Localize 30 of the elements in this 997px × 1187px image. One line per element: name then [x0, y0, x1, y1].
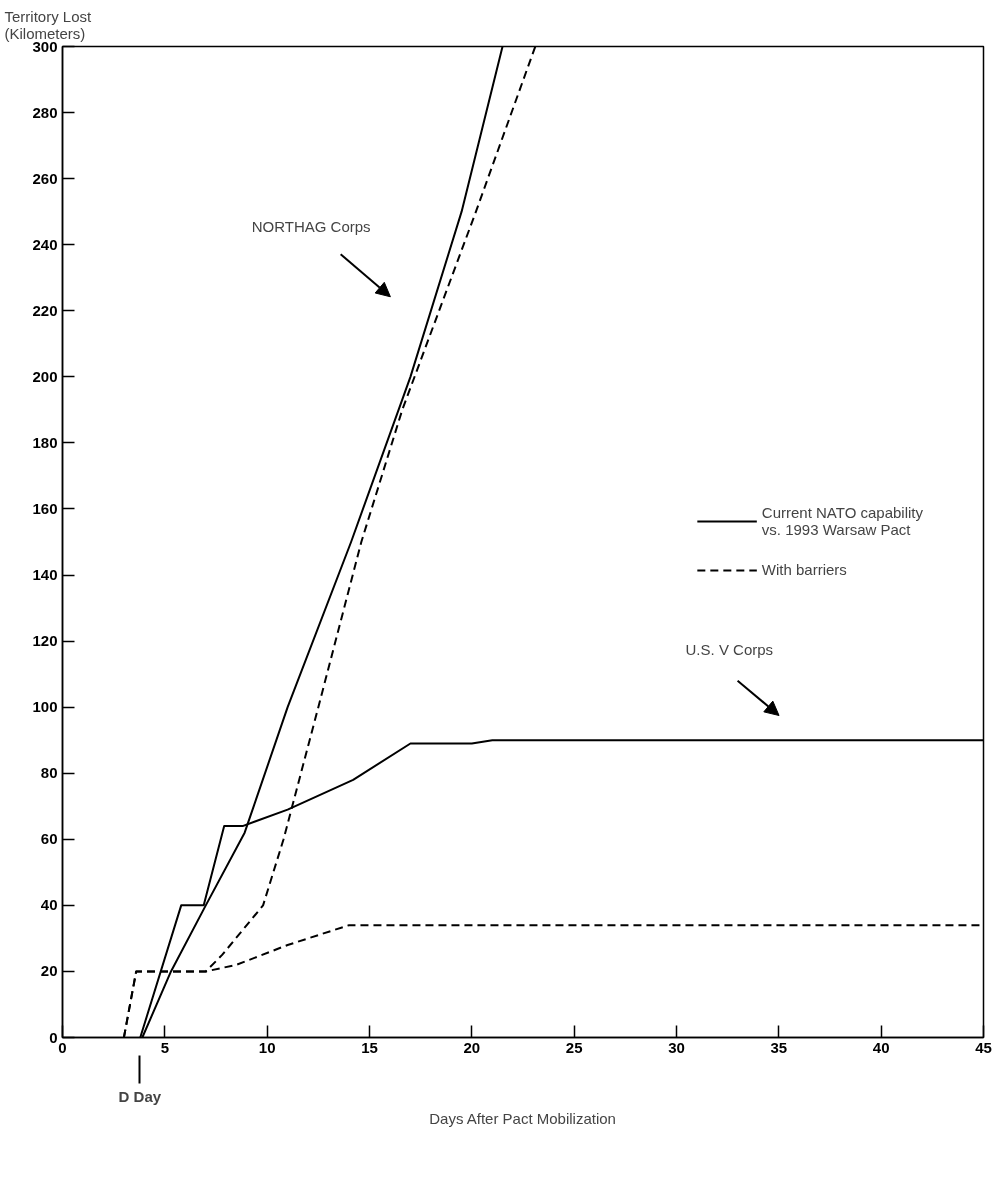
- y-tick-label: 180: [32, 433, 58, 451]
- y-tick-label: 220: [32, 301, 58, 319]
- y-tick-label: 280: [32, 103, 58, 121]
- annotation: NORTHAG Corps: [251, 217, 371, 235]
- x-tick-label: 35: [770, 1038, 788, 1056]
- legend-label: Current NATO capability vs. 1993 Warsaw Pact: [761, 503, 923, 538]
- y-tick-label: 140: [32, 566, 58, 584]
- text: D Day: [118, 1087, 162, 1105]
- x-axis-title: Days After Pact Mobilization: [429, 1109, 616, 1127]
- x-tick-label: 45: [975, 1038, 992, 1056]
- x-tick-label: 15: [361, 1038, 378, 1056]
- y-tick-label: 100: [32, 698, 58, 716]
- y-tick-label: 80: [40, 764, 58, 782]
- y-tick-label: 240: [32, 235, 58, 253]
- x-tick-label: 40: [872, 1038, 890, 1056]
- y-tick-label: 40: [40, 896, 58, 914]
- y-tick-label: 200: [32, 367, 58, 385]
- x-tick-label: 20: [463, 1038, 481, 1056]
- legend-label: With barriers: [761, 561, 847, 578]
- annotation: U.S. V Corps: [685, 641, 774, 659]
- x-tick-label: 5: [160, 1038, 170, 1056]
- y-tick-label: 120: [32, 632, 58, 650]
- x-tick-label: 10: [258, 1038, 276, 1056]
- y-tick-label: 160: [32, 499, 58, 517]
- y-axis-title: Territory Lost (Kilometers): [4, 7, 93, 42]
- y-tick-label: 60: [40, 830, 58, 848]
- y-tick-label: 260: [32, 169, 58, 187]
- y-tick-label: 20: [40, 962, 58, 980]
- x-tick-label: 25: [565, 1038, 583, 1056]
- x-tick-label: 30: [668, 1038, 685, 1056]
